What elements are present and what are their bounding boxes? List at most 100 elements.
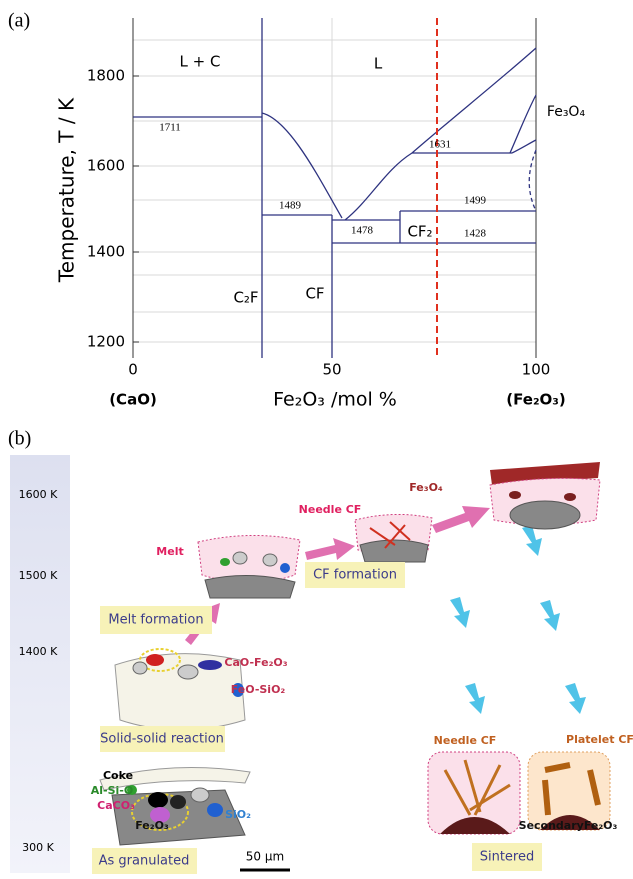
solid-solid-particle: [177, 664, 199, 680]
pink-arrows: [432, 506, 490, 533]
sintered-platelet: [540, 815, 600, 830]
solid-solid-particle: [232, 683, 244, 697]
x-tick-label: 100: [522, 361, 551, 379]
region-label: CF: [305, 285, 324, 303]
sintered-platelet: [542, 762, 601, 816]
phase-boundaries: [509, 94, 537, 154]
y-tick-label: 1800: [87, 67, 125, 85]
annotation: Al-Si-O: [91, 784, 133, 797]
y-tick-label: 1600: [87, 157, 125, 175]
region-label: CF₂: [407, 223, 432, 241]
annotation: FeO-SiO₂: [231, 683, 286, 696]
fe3o4-particle: [564, 493, 576, 501]
temperature-scale-label: 1500 K: [19, 569, 58, 582]
granulated-particle: [148, 792, 168, 808]
step-box: [472, 843, 542, 871]
region-label: L + C: [180, 53, 221, 71]
temperature-scale-label: 300 K: [22, 841, 54, 854]
temperature-scale-label: 1600 K: [19, 488, 58, 501]
cyan-arrows: [565, 683, 586, 714]
granulated-particle: [170, 795, 186, 809]
phase-boundaries: [344, 47, 537, 221]
x-end-label: (CaO): [109, 391, 157, 409]
phase-boundaries: [511, 139, 537, 154]
scale-bar-label: 50 μm: [246, 850, 284, 864]
melt-particle: [204, 575, 296, 599]
solid-solid-particle: [132, 661, 148, 675]
temperature-scale-label: 1400 K: [19, 645, 58, 658]
annotation: CaO-Fe₂O₃: [224, 656, 287, 669]
temperature-label: 1631: [429, 139, 451, 151]
temperature-label: 1499: [464, 195, 487, 207]
x-tick-label: 0: [128, 361, 138, 379]
step-box: [305, 562, 405, 588]
granulated-particle: [99, 767, 251, 791]
step-box: [100, 726, 225, 752]
phase-boundaries: [261, 112, 343, 219]
melt-particle: [220, 558, 230, 566]
annotation: Needle CF: [434, 734, 497, 747]
annotation: Coke: [103, 769, 133, 782]
y-tick-label: 1200: [87, 333, 125, 351]
y-axis-title: Temperature, T / K: [55, 97, 79, 283]
annotation: SiO₂: [225, 808, 251, 821]
cf-particle: [369, 521, 411, 549]
solid-solid-particle: [198, 660, 222, 670]
annotation: Platelet CF: [566, 733, 633, 746]
granulated-particle: [99, 767, 251, 846]
sintered-needle: [443, 759, 511, 816]
cyan-arrows: [522, 525, 542, 556]
cyan-arrows: [450, 597, 470, 628]
phase-boundaries: [528, 149, 537, 212]
region-label: C₂F: [233, 289, 258, 307]
step-label: Melt formation: [108, 613, 203, 628]
step-label: As granulated: [99, 854, 190, 869]
temperature-label: 1489: [279, 200, 302, 212]
melt-particle: [280, 563, 290, 573]
melt-particle: [262, 553, 278, 567]
panel-label: (a): [8, 10, 30, 32]
fe3o4-particle: [489, 462, 601, 530]
annotation: Fe₃O₄: [409, 481, 443, 494]
cf-particle: [354, 513, 433, 563]
annotation: Melt: [156, 545, 183, 558]
sintered-needle: [440, 817, 510, 834]
solid-solid-particle: [139, 648, 181, 672]
melt-particle: [197, 534, 301, 599]
x-axis-title: Fe₂O₃ /mol %: [273, 389, 397, 411]
cyan-arrows: [450, 525, 586, 714]
melt-particle: [232, 551, 248, 565]
solid-solid-particle: [114, 648, 246, 731]
cyan-arrows: [540, 600, 560, 631]
region-label: L: [374, 55, 383, 73]
step-box: [92, 848, 197, 874]
solid-solid-particle: [146, 654, 164, 666]
axes: [132, 18, 537, 358]
granulated-particle: [131, 793, 189, 831]
panel-label: (b): [8, 428, 31, 450]
temperature-label: 1711: [159, 122, 181, 134]
temperature-label: 1428: [464, 228, 487, 240]
annotation: Fe₂O₃: [135, 819, 169, 832]
phase-boundaries: [133, 18, 537, 358]
step-label: Solid-solid reaction: [100, 732, 224, 747]
granulated-particle: [127, 785, 137, 795]
step-label: CF formation: [313, 568, 397, 583]
y-tick-label: 1400: [87, 243, 125, 261]
cf-particle: [359, 539, 429, 563]
pink-arrows: [305, 538, 355, 560]
cyan-arrows: [465, 683, 485, 714]
step-box: [100, 606, 212, 634]
annotation: SecondaryFe₂O₃: [519, 819, 618, 832]
granulated-particle: [150, 807, 170, 823]
temperature-bar: [10, 455, 70, 873]
annotation: CaCO₃: [97, 799, 135, 812]
granulated-particle: [190, 787, 210, 803]
fe3o4-particle: [509, 500, 581, 530]
x-end-label: (Fe₂O₃): [506, 391, 565, 409]
x-tick-label: 50: [322, 361, 341, 379]
granulated-particle: [207, 803, 223, 817]
sintered-needle: [427, 751, 521, 835]
sintered-platelet: [527, 751, 611, 831]
